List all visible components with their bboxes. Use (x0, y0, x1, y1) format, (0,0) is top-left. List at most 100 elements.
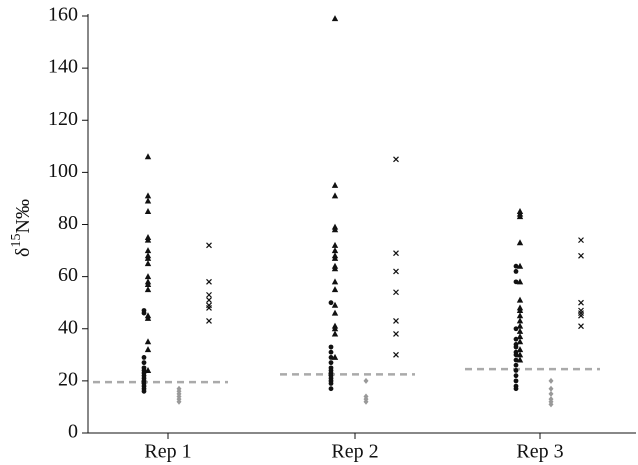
point (331, 192, 339, 199)
point (144, 236, 152, 243)
point (578, 307, 584, 314)
point (513, 344, 519, 350)
point (331, 15, 339, 22)
x-tick-label: Rep 1 (144, 441, 191, 463)
point (176, 398, 182, 405)
y-tick-label: 80 (58, 212, 78, 234)
point (516, 338, 524, 345)
point (516, 312, 524, 319)
point (331, 325, 339, 332)
point (141, 360, 147, 366)
point (206, 297, 212, 304)
point (331, 353, 339, 360)
point (393, 156, 399, 163)
point (578, 237, 584, 244)
point (516, 262, 524, 269)
point (331, 278, 339, 285)
point (141, 388, 147, 394)
point (516, 239, 524, 246)
point (513, 269, 519, 274)
y-tick-label: 60 (58, 264, 78, 286)
point (328, 355, 334, 360)
point (331, 265, 339, 272)
point (513, 378, 519, 384)
point (331, 330, 339, 337)
point (144, 254, 152, 261)
point (328, 300, 334, 306)
point (516, 346, 524, 353)
point (578, 323, 584, 330)
y-tick-label: 140 (48, 56, 78, 78)
point (393, 331, 399, 337)
point (513, 279, 519, 285)
point (206, 302, 212, 309)
point (548, 385, 554, 392)
point (141, 310, 147, 316)
point (393, 289, 399, 296)
point (144, 314, 152, 321)
point (393, 351, 399, 358)
point (513, 352, 519, 358)
point (331, 301, 339, 308)
point (578, 310, 584, 317)
point (516, 322, 524, 329)
point (144, 247, 152, 254)
point (516, 333, 524, 340)
point (513, 386, 519, 392)
y-tick-label: 100 (48, 160, 78, 182)
y-tick-label: 160 (48, 4, 78, 26)
point (328, 381, 334, 386)
point (548, 401, 554, 408)
point (144, 207, 152, 214)
y-tick-label: 20 (58, 368, 78, 390)
point (513, 373, 519, 379)
point (206, 304, 212, 311)
point (206, 291, 212, 298)
point (144, 366, 152, 373)
point (513, 263, 519, 269)
point (513, 336, 519, 342)
point (331, 226, 339, 233)
point (516, 213, 524, 220)
point (331, 181, 339, 188)
point (328, 344, 334, 350)
point (144, 273, 152, 280)
point (144, 338, 152, 345)
point (516, 296, 524, 303)
point (144, 260, 152, 267)
point (206, 318, 212, 324)
point (578, 312, 584, 319)
x-tick-label: Rep 2 (331, 441, 378, 463)
point (363, 398, 369, 405)
point (513, 362, 519, 368)
point (331, 286, 339, 293)
point (363, 377, 369, 384)
point (548, 390, 554, 397)
point (516, 307, 524, 314)
y-tick-label: 40 (58, 316, 78, 338)
point (516, 351, 524, 358)
point (144, 286, 152, 293)
point (144, 153, 152, 160)
point (331, 254, 339, 261)
point (516, 356, 524, 363)
point (578, 299, 584, 306)
point (548, 377, 554, 384)
point (331, 241, 339, 248)
point (393, 250, 399, 257)
point (516, 278, 524, 285)
point (513, 368, 519, 373)
point (144, 280, 152, 287)
point (328, 349, 334, 355)
point (328, 386, 334, 392)
point (513, 326, 519, 332)
point (328, 360, 334, 366)
y-axis-label: δ15N‰ (9, 199, 33, 257)
x-tick-label: Rep 3 (516, 441, 563, 463)
point (144, 192, 152, 199)
point (144, 197, 152, 204)
y-tick-label: 0 (68, 421, 78, 443)
point (516, 327, 524, 334)
point (141, 355, 147, 360)
